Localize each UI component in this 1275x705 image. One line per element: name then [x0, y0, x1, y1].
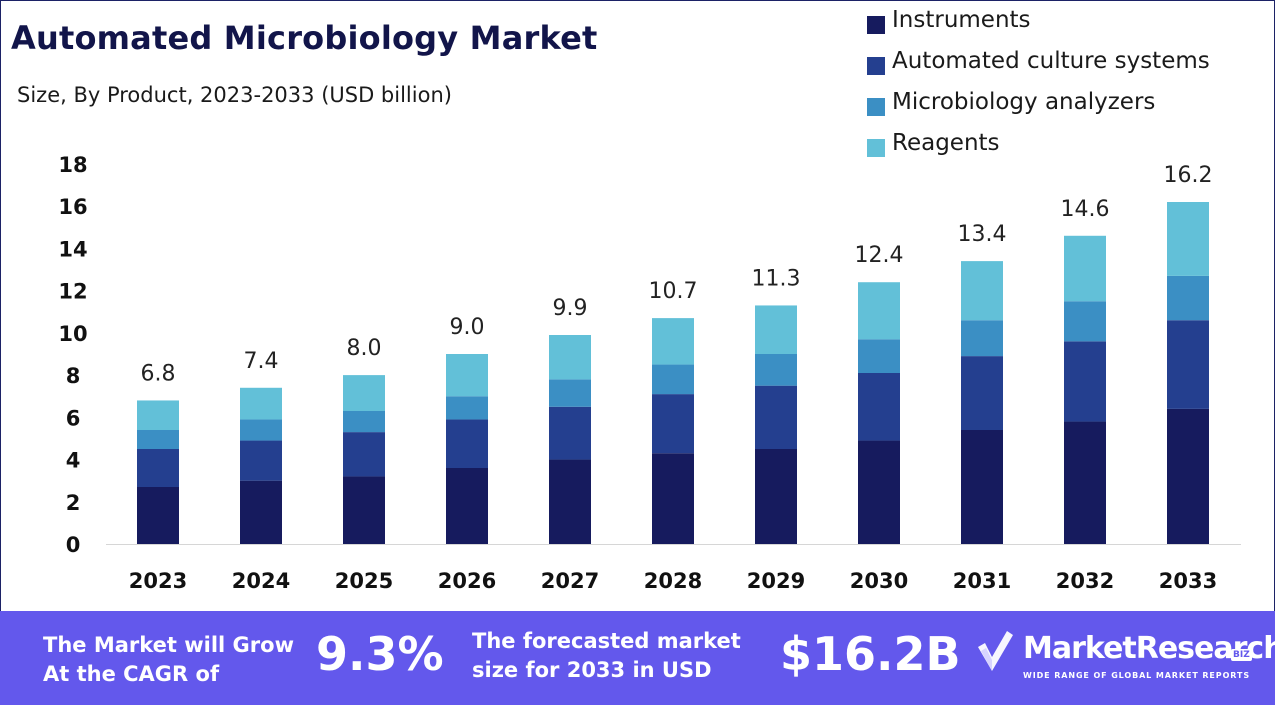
bar-segment-reagents: [961, 261, 1003, 321]
x-tick-label: 2033: [1159, 569, 1217, 593]
bar-segment-instruments: [137, 487, 179, 544]
bar-segment-instruments: [961, 430, 1003, 544]
bar-segment-microbiology-analyzers: [858, 339, 900, 373]
bar-segment-reagents: [240, 387, 282, 420]
cagr-value: 9.3%: [316, 627, 444, 681]
bar-segment-reagents: [755, 305, 797, 354]
bar-segment-microbiology-analyzers: [1064, 301, 1106, 342]
data-label-total: 14.6: [1061, 197, 1110, 222]
y-tick-label: 10: [58, 322, 87, 346]
bar-segment-microbiology-analyzers: [755, 354, 797, 386]
bar-segment-microbiology-analyzers: [137, 430, 179, 449]
bar-segment-instruments: [240, 480, 282, 544]
brand-badge: BIZ: [1231, 649, 1252, 661]
y-tick-label: 4: [66, 449, 81, 473]
data-label-total: 16.2: [1164, 163, 1213, 188]
bar-segment-instruments: [755, 449, 797, 544]
bar-segment-instruments: [1167, 408, 1209, 544]
x-tick-label: 2024: [232, 569, 290, 593]
x-tick-label: 2030: [850, 569, 908, 593]
bar-segment-reagents: [1064, 235, 1106, 302]
bar-segment-microbiology-analyzers: [1167, 275, 1209, 321]
bar-segment-reagents: [343, 375, 385, 411]
y-tick-label: 2: [66, 491, 81, 515]
bar-segment-instruments: [549, 459, 591, 544]
bar-segment-microbiology-analyzers: [240, 419, 282, 441]
bar-segment-automated-culture-systems: [652, 394, 694, 454]
data-label-total: 9.9: [553, 296, 588, 321]
bar-segment-automated-culture-systems: [240, 440, 282, 481]
bar-segment-microbiology-analyzers: [961, 320, 1003, 357]
x-tick-label: 2027: [541, 569, 599, 593]
bar-segment-automated-culture-systems: [755, 385, 797, 449]
chart-title: Automated Microbiology Market: [11, 19, 598, 57]
x-tick-label: 2025: [335, 569, 393, 593]
bar-segment-reagents: [1167, 202, 1209, 276]
brand-tagline: WIDE RANGE OF GLOBAL MARKET REPORTS: [1023, 671, 1250, 680]
bar-segment-reagents: [652, 318, 694, 365]
bar-segment-automated-culture-systems: [1167, 320, 1209, 409]
y-tick-label: 8: [66, 364, 81, 388]
x-tick-label: 2028: [644, 569, 702, 593]
bar-segment-automated-culture-systems: [549, 406, 591, 460]
bar-segment-automated-culture-systems: [1064, 341, 1106, 422]
stacked-bar-chart: 0 2 4 6 8 10 12 14 16 18 6.8 2023 7.4 2024 8.0 2025 9.0 2…: [58, 153, 1241, 593]
y-tick-label: 6: [66, 406, 81, 430]
legend-label: Instruments: [892, 7, 1031, 33]
bar-segment-instruments: [343, 476, 385, 544]
y-tick-label: 0: [66, 533, 81, 557]
bar-segment-automated-culture-systems: [961, 356, 1003, 430]
summary-banner: The Market will Grow At the CAGR of 9.3%…: [0, 611, 1275, 705]
bar-segment-microbiology-analyzers: [652, 364, 694, 395]
bar-segment-instruments: [1064, 421, 1106, 544]
x-tick-label: 2026: [438, 569, 496, 593]
brand-check-icon: [978, 631, 1013, 671]
bar-segment-automated-culture-systems: [446, 419, 488, 468]
data-label-total: 10.7: [649, 279, 698, 304]
forecast-label: The forecasted market size for 2033 in U…: [472, 629, 741, 682]
data-label-total: 12.4: [855, 243, 904, 268]
bar-segment-reagents: [137, 400, 179, 430]
bar-segment-instruments: [652, 453, 694, 544]
bar-segment-microbiology-analyzers: [446, 396, 488, 420]
y-tick-label: 18: [58, 153, 87, 177]
data-label-total: 9.0: [450, 315, 485, 340]
legend-swatch-reagents: [867, 139, 885, 157]
bar-segment-reagents: [858, 282, 900, 340]
data-label-total: 11.3: [752, 266, 801, 291]
bar-segment-instruments: [858, 440, 900, 544]
legend-swatch-automated-culture-systems: [867, 57, 885, 75]
bar-segment-automated-culture-systems: [343, 432, 385, 477]
bar-segment-reagents: [549, 335, 591, 380]
legend-label: Automated culture systems: [892, 48, 1210, 74]
bar-segment-automated-culture-systems: [137, 449, 179, 487]
x-tick-label: 2031: [953, 569, 1011, 593]
forecast-value: $16.2B: [780, 627, 961, 681]
bar-segment-microbiology-analyzers: [343, 411, 385, 433]
cagr-label: The Market will Grow At the CAGR of: [43, 633, 294, 686]
data-label-total: 8.0: [347, 336, 382, 361]
bar-segment-reagents: [446, 354, 488, 397]
data-label-total: 7.4: [244, 349, 279, 374]
chart-subtitle: Size, By Product, 2023-2033 (USD billion…: [17, 83, 452, 107]
legend-swatch-instruments: [867, 16, 885, 34]
x-tick-label: 2023: [129, 569, 187, 593]
bar-segment-microbiology-analyzers: [549, 379, 591, 407]
brand-logo-block: MarketResearch BIZ WIDE RANGE OF GLOBAL …: [975, 625, 1275, 695]
bar-segment-automated-culture-systems: [858, 373, 900, 441]
bar-segment-instruments: [446, 468, 488, 544]
legend-swatch-microbiology-analyzers: [867, 98, 885, 116]
chart-frame: Automated Microbiology Market Size, By P…: [0, 0, 1275, 612]
y-tick-label: 16: [58, 195, 87, 219]
data-label-total: 6.8: [141, 361, 176, 386]
x-tick-label: 2029: [747, 569, 805, 593]
data-label-total: 13.4: [958, 222, 1007, 247]
legend-label: Reagents: [892, 130, 1000, 156]
y-tick-label: 14: [58, 237, 87, 261]
y-tick-label: 12: [58, 280, 87, 304]
legend-label: Microbiology analyzers: [892, 89, 1156, 115]
x-tick-label: 2032: [1056, 569, 1114, 593]
